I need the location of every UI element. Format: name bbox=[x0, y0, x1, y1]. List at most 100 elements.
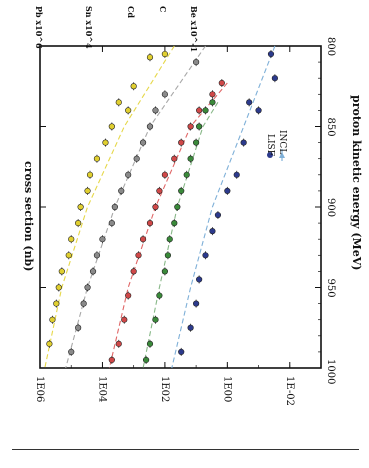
series-label: Be x10^-1 bbox=[189, 6, 199, 52]
data-point bbox=[115, 99, 122, 106]
data-point bbox=[133, 155, 140, 162]
data-point bbox=[267, 50, 275, 58]
legend: LISF INCL bbox=[265, 130, 287, 161]
data-point bbox=[246, 99, 253, 106]
data-point bbox=[125, 171, 132, 178]
y-axis-label: cross section (nb) bbox=[22, 161, 35, 271]
data-point bbox=[152, 203, 159, 211]
data-point bbox=[77, 203, 84, 211]
data-point bbox=[146, 220, 154, 227]
data-point bbox=[65, 252, 72, 259]
data-point bbox=[146, 54, 154, 61]
data-point bbox=[161, 268, 168, 275]
data-point bbox=[102, 139, 109, 146]
data-point bbox=[139, 139, 147, 146]
x-tick-label: 1000 bbox=[325, 359, 336, 384]
legend-label-incl: INCL bbox=[277, 130, 287, 154]
series-label: C bbox=[158, 6, 168, 12]
data-point bbox=[75, 220, 82, 227]
series-label: Sn x10^4 bbox=[84, 6, 94, 49]
data-point bbox=[130, 268, 137, 275]
data-point bbox=[187, 123, 194, 130]
data-point bbox=[46, 340, 53, 347]
series-labels: Pb x10^6 Sn x10^4 Cd C Be x10^-1 bbox=[34, 6, 199, 52]
data-point bbox=[108, 123, 115, 130]
data-point bbox=[240, 139, 247, 146]
data-point bbox=[196, 276, 203, 283]
data-point bbox=[146, 123, 154, 130]
data-point bbox=[187, 324, 194, 331]
data-point bbox=[152, 107, 159, 114]
data-point bbox=[202, 107, 209, 114]
data-point bbox=[193, 300, 200, 307]
data-point bbox=[93, 155, 101, 162]
data-point bbox=[108, 356, 115, 364]
data-point bbox=[209, 99, 216, 106]
data-point bbox=[139, 236, 147, 243]
legend-label-lisf: LISF bbox=[265, 134, 275, 156]
data-point bbox=[111, 203, 118, 211]
data-point bbox=[93, 252, 101, 259]
data-point bbox=[196, 123, 203, 130]
data-point bbox=[125, 292, 132, 299]
data-points bbox=[46, 50, 278, 364]
data-point bbox=[187, 155, 194, 162]
data-point bbox=[68, 348, 75, 356]
data-point bbox=[209, 91, 216, 98]
data-point bbox=[193, 139, 200, 146]
data-point bbox=[115, 340, 122, 347]
data-point bbox=[53, 300, 60, 307]
data-point bbox=[84, 187, 91, 194]
data-point bbox=[255, 107, 262, 114]
data-point bbox=[224, 187, 231, 194]
page-rule bbox=[12, 449, 359, 450]
data-point bbox=[142, 356, 150, 364]
data-point bbox=[161, 50, 168, 58]
x-tick-label: 850 bbox=[325, 118, 336, 137]
data-point bbox=[49, 316, 56, 323]
data-point bbox=[156, 292, 163, 299]
x-tick-labels: 800 850 900 950 1000 bbox=[325, 37, 336, 384]
data-point bbox=[125, 107, 132, 114]
data-point bbox=[196, 107, 203, 114]
data-point bbox=[99, 236, 106, 243]
data-point bbox=[89, 268, 97, 275]
y-tick-label: 1E00 bbox=[221, 376, 232, 402]
data-point bbox=[58, 268, 65, 275]
data-point bbox=[178, 348, 185, 356]
data-point bbox=[55, 284, 62, 291]
data-point bbox=[183, 171, 190, 178]
y-tick-labels: 1E-02 1E00 1E02 1E04 1E06 bbox=[34, 376, 295, 406]
tick-marks bbox=[39, 45, 322, 369]
data-point bbox=[156, 187, 163, 194]
data-point bbox=[130, 83, 137, 90]
data-point bbox=[75, 324, 82, 331]
x-tick-label: 800 bbox=[325, 37, 336, 56]
data-point bbox=[80, 300, 87, 307]
y-tick-label: 1E04 bbox=[96, 376, 107, 402]
x-tick-label: 900 bbox=[325, 198, 336, 217]
series-label: Cd bbox=[126, 6, 136, 18]
data-point bbox=[121, 316, 128, 323]
data-point bbox=[161, 171, 168, 178]
model-curve bbox=[65, 45, 206, 369]
data-point bbox=[209, 228, 216, 235]
data-point bbox=[108, 220, 115, 227]
legend-marker-lisf bbox=[267, 152, 273, 158]
data-point bbox=[178, 187, 185, 194]
model-curve bbox=[171, 45, 276, 369]
data-point bbox=[84, 284, 91, 291]
series-label: Pb x10^6 bbox=[34, 6, 44, 49]
data-point bbox=[161, 91, 168, 98]
data-point bbox=[118, 187, 125, 194]
x-axis-label: proton kinetic energy (MeV) bbox=[350, 95, 363, 270]
data-point bbox=[193, 58, 200, 66]
x-tick-label: 950 bbox=[325, 279, 336, 298]
data-point bbox=[166, 236, 173, 243]
data-point bbox=[135, 252, 142, 259]
data-point bbox=[202, 252, 209, 259]
y-tick-label: 1E02 bbox=[159, 376, 170, 402]
model-curve bbox=[108, 82, 228, 369]
y-tick-label: 1E-02 bbox=[284, 376, 295, 406]
